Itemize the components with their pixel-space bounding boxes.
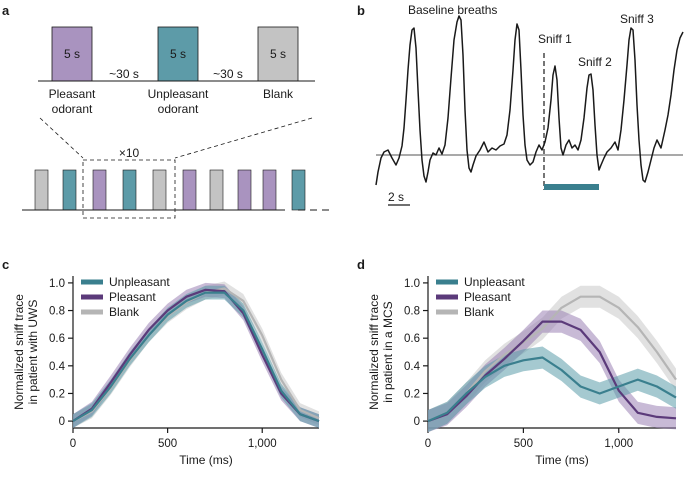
unpleasant-stimulus-box	[157, 26, 199, 82]
y-axis-label-line1: Normalized sniff trace	[367, 294, 381, 410]
stimulus-sequence	[34, 169, 306, 211]
y-tick-label: 0.8	[49, 306, 65, 318]
interval-label-2: ~30 s	[213, 67, 243, 81]
legend-label-blank: Blank	[109, 305, 140, 319]
blank-stimulus-box	[257, 26, 299, 82]
series-line-unpleasant	[427, 356, 677, 423]
panel-c-letter: c	[2, 257, 9, 272]
x-tick-label: 500	[158, 438, 177, 450]
time-scale-label: 2 s	[388, 190, 404, 204]
x-tick-label: 0	[425, 438, 431, 450]
zoom-line-left	[39, 117, 84, 159]
interval-label-1: ~30 s	[109, 67, 139, 81]
sequence-box-unpleasant	[62, 169, 77, 211]
sequence-box-blank	[152, 169, 167, 211]
sequence-box-pleasant	[92, 169, 107, 211]
x-tick-label: 500	[514, 438, 533, 450]
sniff-1-label: Sniff 1	[538, 32, 572, 46]
series-band-pleasant	[428, 310, 676, 433]
x-axis-label: Time (ms)	[179, 453, 233, 467]
legend-label-pleasant: Pleasant	[464, 290, 511, 304]
y-tick-label: 0.2	[404, 388, 420, 400]
y-tick-label: 0	[414, 416, 420, 428]
y-tick-label: 1.0	[49, 278, 65, 290]
legend-label-unpleasant: Unpleasant	[464, 275, 525, 289]
series-line-unpleasant	[72, 291, 320, 423]
series-line-pleasant	[72, 288, 320, 423]
sequence-box-pleasant	[262, 169, 277, 211]
y-axis-label-line2: in patient with UWS	[26, 300, 40, 405]
odorant-delivery-bar	[544, 184, 599, 190]
panel-b: b Baseline breaths Sniff 1 Sniff 2 Sniff…	[357, 3, 684, 206]
panel-b-letter: b	[357, 3, 365, 18]
blank-box-text: 5 s	[270, 47, 286, 61]
sniff-2-label: Sniff 2	[578, 55, 612, 69]
y-tick-label: 0.8	[404, 306, 420, 318]
sequence-box-unpleasant	[291, 169, 306, 211]
y-tick-label: 0.6	[49, 333, 65, 345]
y-axis-label-line2: in patient in a MCS	[381, 301, 395, 402]
repeat-selection-box	[82, 159, 176, 219]
y-tick-label: 0.4	[404, 361, 421, 373]
series-line-pleasant	[427, 320, 677, 423]
x-tick-label: 1,000	[604, 438, 633, 450]
sequence-box-pleasant	[182, 169, 197, 211]
unpleasant-box-text: 5 s	[170, 47, 186, 61]
legend-label-pleasant: Pleasant	[109, 290, 156, 304]
legend-label-unpleasant: Unpleasant	[109, 275, 170, 289]
blank-label-line1: Blank	[263, 87, 294, 101]
y-tick-label: 1.0	[404, 278, 420, 290]
panel-a-letter: a	[2, 3, 10, 18]
zoom-line-right	[174, 117, 313, 159]
pleasant-label-line1: Pleasant	[49, 87, 96, 101]
sniff-3-label: Sniff 3	[620, 12, 654, 26]
panel-a: a 5 s 5 s 5 s ~30 s ~30 s Pleasant odora…	[2, 3, 330, 219]
x-tick-label: 0	[70, 438, 76, 450]
x-axis-label: Time (ms)	[535, 453, 589, 467]
legend-label-blank: Blank	[464, 305, 495, 319]
series-band-unpleasant	[73, 285, 319, 428]
y-tick-label: 0.2	[49, 388, 65, 400]
sequence-box-pleasant	[237, 169, 252, 211]
y-tick-label: 0.4	[49, 361, 66, 373]
y-tick-label: 0	[59, 416, 65, 428]
sequence-box-blank	[34, 169, 49, 211]
baseline-breaths-title: Baseline breaths	[408, 3, 497, 17]
unpleasant-label-line1: Unpleasant	[148, 87, 209, 101]
pleasant-box-text: 5 s	[64, 47, 80, 61]
repeat-label: ×10	[119, 146, 140, 160]
unpleasant-label-line2: odorant	[158, 102, 199, 116]
chart-panel-c: 0 0.2 0.4 0.6 0.8 1.0 0 500 1,000 Time (ms) Normal…	[12, 275, 320, 467]
chart-panel-d: 0 0.2 0.4 0.6 0.8 1.0 0 500 1,000 Time (ms) Normal…	[367, 275, 677, 467]
sequence-box-unpleasant	[122, 169, 137, 211]
respiration-trace	[375, 15, 684, 186]
y-axis-label-line1: Normalized sniff trace	[12, 294, 26, 410]
pleasant-stimulus-box	[51, 26, 93, 82]
y-tick-label: 0.6	[404, 333, 420, 345]
x-tick-label: 1,000	[248, 438, 277, 450]
sequence-box-blank	[209, 169, 224, 211]
panel-d-letter: d	[357, 257, 365, 272]
pleasant-label-line2: odorant	[52, 102, 93, 116]
